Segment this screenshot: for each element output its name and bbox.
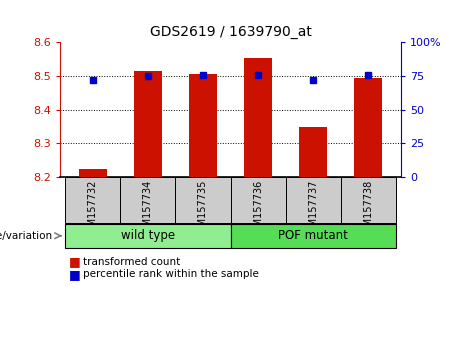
Text: ■: ■ <box>69 256 81 268</box>
Bar <box>189 74 217 177</box>
Bar <box>299 126 327 177</box>
Text: GSM157735: GSM157735 <box>198 179 208 239</box>
Text: ■: ■ <box>69 268 81 281</box>
Bar <box>176 177 230 223</box>
Text: transformed count: transformed count <box>83 257 180 267</box>
Text: GSM157736: GSM157736 <box>253 179 263 239</box>
Text: GSM157738: GSM157738 <box>363 179 373 239</box>
Bar <box>230 224 396 248</box>
Bar <box>79 169 106 177</box>
Bar <box>355 78 382 177</box>
Bar <box>341 177 396 223</box>
Bar <box>134 71 162 177</box>
Title: GDS2619 / 1639790_at: GDS2619 / 1639790_at <box>149 25 312 39</box>
Text: GSM157734: GSM157734 <box>143 179 153 239</box>
Bar <box>285 177 341 223</box>
Bar <box>244 58 272 177</box>
Text: POF mutant: POF mutant <box>278 229 348 242</box>
Text: wild type: wild type <box>121 229 175 242</box>
Bar <box>230 177 285 223</box>
Bar <box>65 224 230 248</box>
Text: GSM157737: GSM157737 <box>308 179 318 239</box>
Text: percentile rank within the sample: percentile rank within the sample <box>83 269 259 279</box>
Bar <box>65 177 120 223</box>
Text: GSM157732: GSM157732 <box>88 179 98 239</box>
Text: genotype/variation: genotype/variation <box>0 231 55 241</box>
Bar <box>120 177 176 223</box>
